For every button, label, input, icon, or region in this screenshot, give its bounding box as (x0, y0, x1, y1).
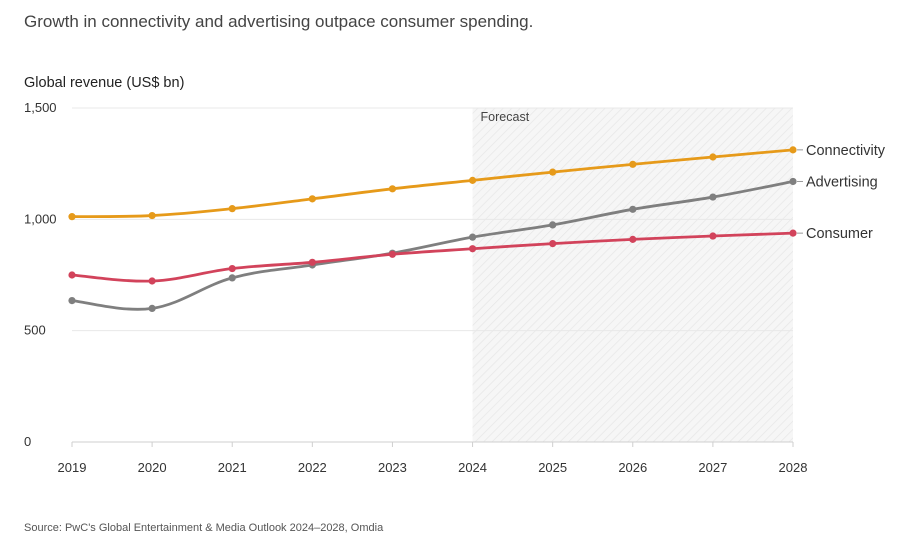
consumer-point (468, 245, 477, 253)
advertising-point (629, 205, 637, 213)
consumer-point (549, 240, 557, 248)
connectivity-point (148, 211, 156, 220)
advertising-point (228, 274, 236, 282)
series-consumer (68, 229, 797, 285)
connectivity-point (388, 185, 397, 193)
consumer-point (68, 271, 76, 279)
connectivity-point (789, 146, 797, 154)
chart-title: Growth in connectivity and advertising o… (24, 12, 534, 31)
connectivity-series-label: Connectivity (806, 143, 886, 159)
connectivity-point (629, 160, 637, 168)
advertising-point (789, 177, 797, 186)
advertising-point (68, 297, 76, 305)
x-tick-label: 2022 (298, 460, 327, 475)
x-tick-label: 2026 (618, 460, 647, 475)
connectivity-point (549, 168, 557, 176)
forecast-region (472, 108, 793, 442)
consumer-point (148, 277, 156, 285)
y-tick-label: 500 (24, 323, 46, 338)
advertising-point (549, 221, 557, 229)
y-axis-label: Global revenue (US$ bn) (24, 75, 185, 91)
consumer-point (629, 235, 637, 243)
x-tick-label: 2028 (779, 460, 808, 475)
connectivity-point (468, 176, 477, 184)
consumer-line (70, 231, 795, 283)
x-tick-label: 2019 (58, 460, 87, 475)
series-connectivity (68, 146, 797, 221)
connectivity-point (68, 213, 76, 221)
advertising-point (709, 193, 717, 201)
x-tick-label: 2025 (538, 460, 567, 475)
y-tick-label: 1,000 (24, 211, 57, 226)
x-tick-label: 2027 (698, 460, 727, 475)
connectivity-line (70, 148, 795, 219)
consumer-point (228, 264, 236, 273)
advertising-point (148, 304, 156, 312)
y-tick-label: 1,500 (24, 100, 57, 115)
forecast-label: Forecast (481, 110, 530, 124)
consumer-series-label: Consumer (806, 226, 873, 242)
consumer-point (789, 229, 797, 237)
advertising-point (468, 233, 477, 241)
connectivity-point (709, 153, 717, 161)
x-tick-label: 2021 (218, 460, 247, 475)
x-tick-label: 2024 (458, 460, 487, 475)
source-note: Source: PwC's Global Entertainment & Med… (24, 522, 384, 534)
consumer-point (388, 250, 397, 258)
x-tick-label: 2023 (378, 460, 407, 475)
consumer-point (709, 232, 717, 240)
advertising-series-label: Advertising (806, 174, 878, 190)
advertising-line (70, 180, 795, 311)
connectivity-point (228, 205, 236, 213)
consumer-point (308, 258, 316, 266)
x-tick-label: 2020 (138, 460, 167, 475)
connectivity-point (308, 195, 316, 203)
y-tick-label: 0 (24, 434, 31, 449)
